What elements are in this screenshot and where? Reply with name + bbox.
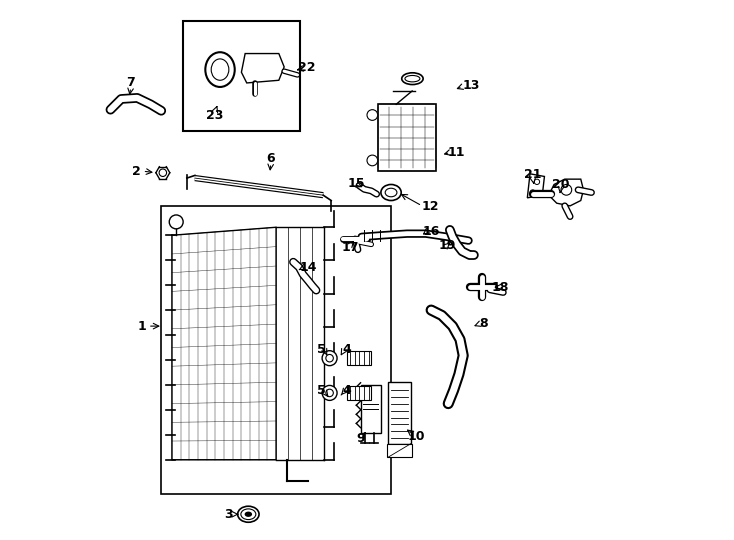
Text: 12: 12 — [421, 200, 439, 213]
Text: 6: 6 — [266, 152, 275, 165]
Text: 19: 19 — [438, 239, 456, 252]
Text: 18: 18 — [492, 281, 509, 294]
Ellipse shape — [381, 185, 401, 200]
Bar — [387, 444, 413, 457]
Circle shape — [170, 215, 184, 229]
Ellipse shape — [238, 506, 259, 522]
Text: 20: 20 — [552, 178, 570, 191]
Text: 23: 23 — [206, 109, 223, 122]
Text: 7: 7 — [126, 77, 135, 90]
Bar — [360, 385, 381, 433]
Circle shape — [322, 350, 337, 366]
Bar — [378, 104, 437, 171]
Circle shape — [367, 110, 378, 120]
Text: 22: 22 — [299, 62, 316, 75]
Polygon shape — [241, 53, 284, 83]
Polygon shape — [549, 179, 584, 206]
Text: 5: 5 — [317, 342, 326, 356]
Text: 1: 1 — [137, 320, 146, 333]
Text: 14: 14 — [299, 261, 317, 274]
Text: 11: 11 — [448, 146, 465, 159]
Circle shape — [322, 386, 337, 400]
Bar — [347, 351, 371, 365]
Text: 9: 9 — [356, 432, 365, 445]
Ellipse shape — [206, 52, 235, 87]
Text: 5: 5 — [317, 384, 326, 397]
Bar — [347, 386, 371, 400]
Circle shape — [561, 185, 572, 195]
Bar — [161, 206, 391, 495]
Ellipse shape — [244, 511, 252, 517]
Text: 21: 21 — [524, 168, 542, 181]
Bar — [388, 382, 411, 444]
Text: 15: 15 — [348, 177, 365, 190]
Polygon shape — [527, 174, 545, 198]
Bar — [183, 22, 300, 131]
Text: 13: 13 — [462, 79, 480, 92]
Circle shape — [367, 155, 378, 166]
Ellipse shape — [401, 73, 423, 85]
Text: 16: 16 — [423, 225, 440, 238]
Text: 4: 4 — [342, 384, 351, 397]
Text: 8: 8 — [479, 317, 488, 330]
Text: 2: 2 — [131, 165, 140, 178]
Text: 10: 10 — [407, 430, 425, 443]
Text: 4: 4 — [342, 342, 351, 356]
Text: 3: 3 — [224, 508, 233, 521]
Text: 17: 17 — [341, 241, 359, 254]
